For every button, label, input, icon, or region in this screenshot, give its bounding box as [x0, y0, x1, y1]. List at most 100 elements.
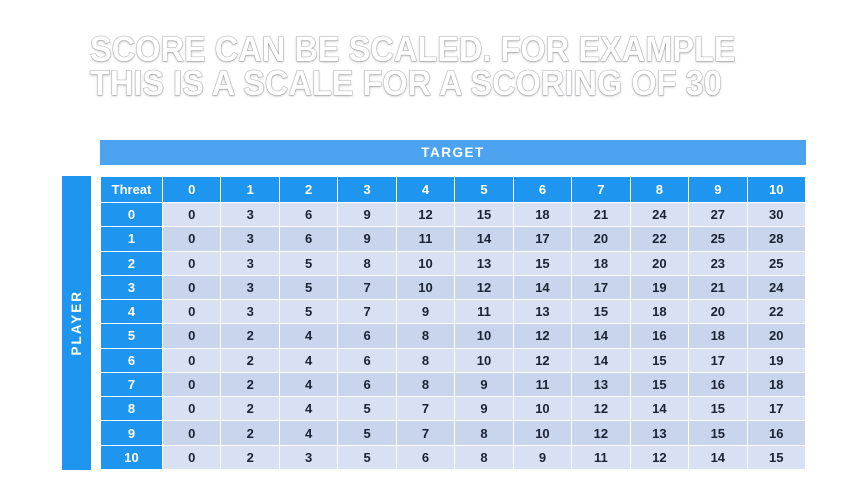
score-cell: 8: [337, 250, 397, 276]
score-cell: 27: [688, 201, 748, 228]
score-cell: 12: [512, 347, 573, 373]
score-cell: 20: [746, 323, 807, 349]
score-cell: 14: [454, 226, 514, 252]
score-cell: 12: [571, 396, 631, 422]
score-cell: 11: [512, 371, 573, 398]
score-cell: 4: [278, 323, 339, 349]
score-cell: 10: [512, 420, 573, 446]
score-cell: 5: [278, 274, 339, 301]
score-table-row: 6 0 2 4 6 8 10 12 14 15 17 19: [100, 347, 807, 373]
score-cell: 0: [161, 250, 222, 276]
threat-row-header: 10: [100, 444, 163, 471]
threat-row-header: 8: [100, 396, 163, 422]
score-cell: 6: [337, 347, 397, 373]
score-cell: 9: [454, 396, 514, 422]
score-cell: 12: [629, 444, 690, 471]
score-cell: 0: [161, 323, 222, 349]
score-table-row: 5 0 2 4 6 8 10 12 14 16 18 20: [100, 323, 807, 349]
score-cell: 3: [220, 274, 280, 301]
target-column-header: 7: [571, 176, 631, 203]
score-cell: 12: [571, 420, 631, 446]
threat-row-header: 1: [100, 226, 163, 252]
target-column-header: 5: [454, 176, 514, 203]
score-cell: 18: [571, 250, 631, 276]
score-table-row: 10 0 2 3 5 6 8 9 11 12 14 15: [100, 444, 807, 471]
score-cell: 10: [395, 274, 456, 301]
score-cell: 17: [746, 396, 807, 422]
slide-title-line-2: THIS IS A SCALE FOR A SCORING OF 30: [90, 64, 723, 103]
score-cell: 14: [571, 347, 631, 373]
score-cell: 20: [688, 299, 748, 325]
score-cell: 28: [746, 226, 807, 252]
score-cell: 9: [337, 201, 397, 228]
score-cell: 0: [161, 274, 222, 301]
score-cell: 8: [395, 371, 456, 398]
target-column-header: 2: [278, 176, 339, 203]
score-cell: 10: [512, 396, 573, 422]
score-cell: 14: [629, 396, 690, 422]
score-cell: 0: [161, 444, 222, 471]
score-cell: 12: [454, 274, 514, 301]
score-cell: 6: [337, 371, 397, 398]
threat-row-header: 7: [100, 371, 163, 398]
score-table-row: 0 0 3 6 9 12 15 18 21 24 27 30: [100, 201, 807, 228]
score-cell: 3: [220, 201, 280, 228]
score-cell: 20: [629, 250, 690, 276]
score-cell: 4: [278, 347, 339, 373]
score-cell: 7: [395, 420, 456, 446]
score-cell: 25: [688, 226, 748, 252]
score-cell: 21: [571, 201, 631, 228]
score-cell: 15: [454, 201, 514, 228]
score-cell: 7: [395, 396, 456, 422]
score-cell: 9: [512, 444, 573, 471]
score-cell: 0: [161, 226, 222, 252]
threat-row-header: 4: [100, 299, 163, 325]
score-cell: 0: [161, 299, 222, 325]
score-cell: 15: [688, 396, 748, 422]
score-cell: 0: [161, 420, 222, 446]
threat-row-header: 6: [100, 347, 163, 373]
score-cell: 4: [278, 371, 339, 398]
target-column-header: 1: [220, 176, 280, 203]
score-cell: 5: [337, 420, 397, 446]
score-cell: 4: [278, 396, 339, 422]
score-cell: 8: [454, 444, 514, 471]
score-table-row: 4 0 3 5 7 9 11 13 15 18 20 22: [100, 299, 807, 325]
threat-row-header: 3: [100, 274, 163, 301]
score-cell: 17: [512, 226, 573, 252]
score-cell: 11: [571, 444, 631, 471]
score-table-row: 9 0 2 4 5 7 8 10 12 13 15 16: [100, 420, 807, 446]
target-column-header: 10: [746, 176, 807, 203]
score-cell: 12: [512, 323, 573, 349]
score-cell: 15: [571, 299, 631, 325]
score-cell: 15: [629, 371, 690, 398]
score-cell: 2: [220, 444, 280, 471]
threat-row-header: 9: [100, 420, 163, 446]
score-cell: 25: [746, 250, 807, 276]
score-cell: 2: [220, 371, 280, 398]
score-cell: 7: [337, 299, 397, 325]
score-cell: 15: [629, 347, 690, 373]
score-cell: 14: [688, 444, 748, 471]
score-cell: 9: [337, 226, 397, 252]
score-table: Threat 0 1 2 3 4 5 6 7 8 9 10 0 0 3 6 9 12 15 18 21 24 27 30 1 0…: [100, 176, 807, 471]
score-cell: 23: [688, 250, 748, 276]
score-cell: 22: [746, 299, 807, 325]
score-table-row: 2 0 3 5 8 10 13 15 18 20 23 25: [100, 250, 807, 276]
score-cell: 13: [571, 371, 631, 398]
score-cell: 16: [746, 420, 807, 446]
target-column-header: 3: [337, 176, 397, 203]
score-cell: 0: [161, 347, 222, 373]
score-cell: 13: [454, 250, 514, 276]
target-column-header: 4: [395, 176, 456, 203]
score-cell: 3: [278, 444, 339, 471]
score-table-row: 1 0 3 6 9 11 14 17 20 22 25 28: [100, 226, 807, 252]
table-header-row: Threat 0 1 2 3 4 5 6 7 8 9 10: [100, 176, 807, 203]
score-cell: 2: [220, 323, 280, 349]
target-column-header: 8: [629, 176, 690, 203]
score-table-row: 7 0 2 4 6 8 9 11 13 15 16 18: [100, 371, 807, 398]
score-table-row: 8 0 2 4 5 7 9 10 12 14 15 17: [100, 396, 807, 422]
score-cell: 9: [454, 371, 514, 398]
threat-row-header: 0: [100, 201, 163, 228]
score-cell: 2: [220, 396, 280, 422]
